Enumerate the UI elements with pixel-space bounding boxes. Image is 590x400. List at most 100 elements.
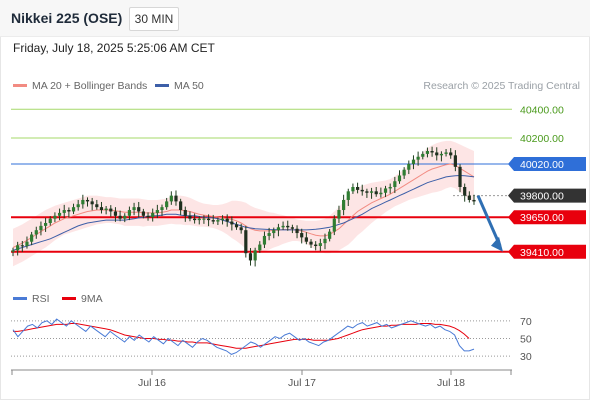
candle-body	[169, 195, 173, 202]
candle-body	[425, 151, 430, 154]
level-label-0: 40400.00	[520, 104, 564, 116]
candle-body	[216, 220, 220, 222]
candle-body	[57, 212, 62, 216]
candle-body	[118, 215, 122, 219]
candle-body	[113, 211, 118, 216]
candle-body	[183, 210, 187, 216]
candle-body	[253, 250, 257, 261]
candle-body	[99, 207, 104, 211]
level-tag-5	[508, 244, 586, 259]
candle-body	[463, 187, 467, 196]
x-tick-label-0: Jul 16	[138, 377, 166, 389]
candle-body	[355, 187, 360, 190]
candle-body	[397, 175, 402, 182]
candle-body	[206, 218, 211, 221]
candle-body	[85, 199, 90, 202]
candle-body	[234, 224, 239, 228]
candle-body	[67, 210, 71, 212]
candle-body	[295, 228, 299, 234]
x-tick-label-1: Jul 17	[288, 377, 316, 389]
candle-body	[318, 243, 322, 247]
candle-body	[300, 233, 304, 238]
candle-body	[332, 218, 336, 232]
level-label-3: 39800.00	[520, 191, 564, 203]
candle-body	[411, 159, 416, 164]
chart-header: Nikkei 225 (OSE) 30 MIN	[0, 0, 590, 37]
candle-body	[365, 191, 369, 193]
research-credit: Research © 2025 Trading Central	[423, 80, 580, 92]
rsi-label: RSI	[32, 293, 50, 305]
candle-body	[248, 253, 253, 261]
candle-body	[421, 153, 425, 157]
timeframe-button[interactable]: 30 MIN	[129, 7, 179, 31]
candle-body	[62, 210, 66, 213]
candle-body	[76, 204, 80, 208]
candle-body	[11, 250, 15, 252]
candle-body	[155, 210, 159, 213]
ma50-line	[12, 174, 475, 251]
candle-body	[146, 215, 150, 218]
candle-body	[281, 225, 285, 228]
candle-body	[472, 199, 476, 202]
candle-body	[34, 230, 38, 235]
candle-body	[360, 189, 364, 192]
candle-body	[165, 201, 169, 208]
candle-body	[239, 227, 243, 231]
candle-body	[160, 207, 164, 211]
candle-body	[286, 225, 290, 228]
candle-body	[467, 195, 471, 200]
candle-body	[346, 191, 350, 200]
candle-body	[258, 244, 262, 251]
candle-body	[351, 187, 355, 192]
candle-body	[230, 221, 234, 225]
projection-arrow-head	[491, 236, 503, 252]
candle-body	[90, 201, 94, 205]
candle-body	[337, 210, 341, 219]
candle-body	[244, 230, 248, 254]
candle-body	[20, 245, 24, 247]
ma20-swatch	[13, 83, 27, 87]
candle-body	[453, 155, 457, 167]
rsi-swatch	[13, 296, 27, 300]
ma50-swatch	[155, 83, 169, 87]
candle-body	[290, 227, 294, 229]
candle-body	[174, 195, 178, 202]
ma20-line	[12, 163, 475, 248]
candle-body	[323, 238, 327, 244]
candle-body	[141, 211, 145, 216]
instrument-title: Nikkei 225 (OSE)	[11, 10, 123, 26]
candle-body	[197, 218, 201, 221]
candle-body	[435, 152, 439, 156]
candle-body	[30, 234, 34, 242]
ma20-label: MA 20 + Bollinger Bands	[32, 80, 148, 92]
rsi-line	[12, 318, 475, 355]
projection-arrow-shaft	[476, 195, 502, 247]
candle-body	[342, 199, 346, 211]
candle-body	[262, 235, 267, 245]
level-label-2: 40020.00	[520, 159, 564, 171]
candle-body	[43, 222, 48, 226]
level-tag-4	[508, 210, 586, 225]
candle-body	[309, 241, 313, 245]
candle-body	[39, 225, 43, 231]
candle-body	[16, 245, 20, 251]
ma9-swatch	[62, 296, 76, 300]
candle-body	[374, 191, 378, 195]
candle-body	[137, 207, 141, 212]
candle-body	[127, 210, 132, 216]
candle-body	[104, 208, 108, 211]
candle-body	[430, 151, 434, 153]
candle-body	[416, 156, 420, 160]
candle-body	[202, 218, 206, 220]
candle-body	[109, 208, 113, 212]
candle-body	[379, 192, 383, 195]
candle-body	[193, 218, 197, 221]
candle-body	[449, 152, 453, 156]
candle-body	[95, 204, 99, 208]
bollinger-band	[13, 140, 474, 267]
rsi-tick-1: 50	[520, 334, 532, 346]
candle-body	[211, 220, 215, 222]
candle-body	[439, 153, 444, 156]
rsi-tick-2: 30	[520, 351, 532, 363]
